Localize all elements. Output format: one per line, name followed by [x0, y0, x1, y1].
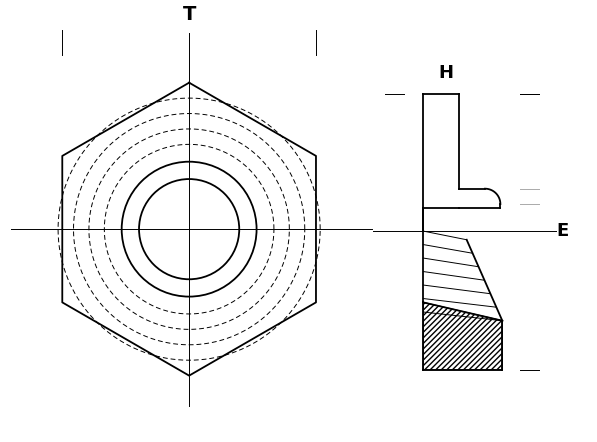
Text: H: H: [438, 64, 454, 82]
Text: E: E: [556, 222, 568, 240]
Text: T: T: [183, 5, 196, 24]
